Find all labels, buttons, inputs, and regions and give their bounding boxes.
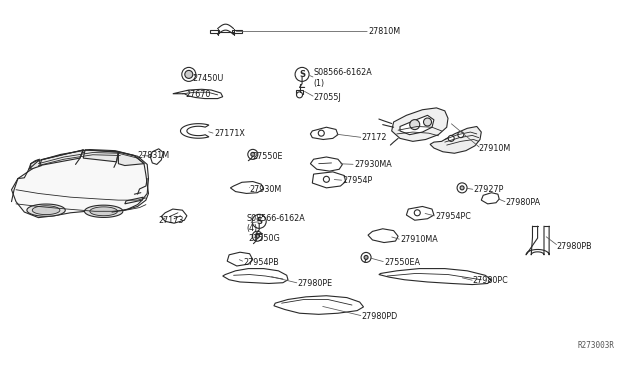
Circle shape xyxy=(458,132,464,138)
Polygon shape xyxy=(83,150,118,162)
Polygon shape xyxy=(40,150,83,166)
Polygon shape xyxy=(274,296,364,314)
Circle shape xyxy=(323,176,330,182)
Text: 27954P: 27954P xyxy=(342,176,372,185)
Circle shape xyxy=(296,92,303,98)
Circle shape xyxy=(364,256,368,259)
Text: 27927P: 27927P xyxy=(474,185,504,194)
Polygon shape xyxy=(31,160,42,169)
Polygon shape xyxy=(368,229,398,243)
Polygon shape xyxy=(310,157,342,171)
Circle shape xyxy=(457,183,467,193)
Text: 27980PD: 27980PD xyxy=(362,312,398,321)
Circle shape xyxy=(424,118,431,126)
Circle shape xyxy=(255,234,259,238)
Circle shape xyxy=(460,186,464,190)
Polygon shape xyxy=(312,172,346,188)
Text: 27930M: 27930M xyxy=(250,185,282,194)
Polygon shape xyxy=(173,89,223,99)
Text: 27954PC: 27954PC xyxy=(435,212,471,221)
Polygon shape xyxy=(232,30,242,33)
Text: 27055J: 27055J xyxy=(314,93,341,102)
Text: 27550G: 27550G xyxy=(248,234,280,243)
Text: S: S xyxy=(299,70,305,79)
Text: 27910M: 27910M xyxy=(479,144,511,153)
Polygon shape xyxy=(310,127,338,140)
Polygon shape xyxy=(379,269,492,285)
Circle shape xyxy=(318,130,324,136)
Polygon shape xyxy=(430,126,481,153)
Polygon shape xyxy=(161,209,187,223)
Text: 27831M: 27831M xyxy=(138,151,170,160)
Polygon shape xyxy=(481,193,499,204)
Text: 27980PC: 27980PC xyxy=(472,276,508,285)
Text: 27171X: 27171X xyxy=(214,129,245,138)
Circle shape xyxy=(252,231,262,241)
Text: 27173: 27173 xyxy=(159,216,184,225)
Text: 27980PA: 27980PA xyxy=(506,198,541,207)
Polygon shape xyxy=(227,252,253,266)
Polygon shape xyxy=(150,149,163,164)
Polygon shape xyxy=(400,115,434,135)
Text: 27980PB: 27980PB xyxy=(557,242,593,251)
Text: 27810M: 27810M xyxy=(368,27,400,36)
Text: 27670: 27670 xyxy=(186,90,211,99)
Polygon shape xyxy=(392,108,448,141)
Circle shape xyxy=(361,253,371,262)
Circle shape xyxy=(295,67,309,81)
Text: 27910MA: 27910MA xyxy=(400,235,438,244)
Text: 27172: 27172 xyxy=(362,133,387,142)
Text: S: S xyxy=(256,217,262,226)
Circle shape xyxy=(251,153,255,156)
Circle shape xyxy=(448,135,454,141)
Polygon shape xyxy=(32,206,60,215)
Circle shape xyxy=(252,214,266,228)
Polygon shape xyxy=(84,205,123,217)
Polygon shape xyxy=(223,269,288,283)
Text: R273003R: R273003R xyxy=(577,341,614,350)
Text: 27450U: 27450U xyxy=(192,74,223,83)
Text: 27954PB: 27954PB xyxy=(243,258,279,267)
Text: 27930MA: 27930MA xyxy=(354,160,392,169)
Polygon shape xyxy=(230,182,264,193)
Polygon shape xyxy=(406,206,434,220)
Polygon shape xyxy=(125,197,143,204)
Polygon shape xyxy=(180,124,209,138)
Polygon shape xyxy=(210,30,219,33)
Text: S08566-6162A
(4): S08566-6162A (4) xyxy=(246,214,305,233)
Circle shape xyxy=(182,67,196,81)
Circle shape xyxy=(414,210,420,216)
Polygon shape xyxy=(12,151,148,218)
Polygon shape xyxy=(118,152,144,166)
Polygon shape xyxy=(27,204,65,216)
Text: 27550EA: 27550EA xyxy=(384,258,420,267)
Circle shape xyxy=(410,120,420,129)
Text: 27550E: 27550E xyxy=(253,153,284,161)
Polygon shape xyxy=(90,207,118,216)
Polygon shape xyxy=(296,90,303,94)
Circle shape xyxy=(248,150,258,159)
Text: S08566-6162A
(1): S08566-6162A (1) xyxy=(314,68,372,88)
Text: 27980PE: 27980PE xyxy=(298,279,333,288)
Circle shape xyxy=(185,70,193,78)
